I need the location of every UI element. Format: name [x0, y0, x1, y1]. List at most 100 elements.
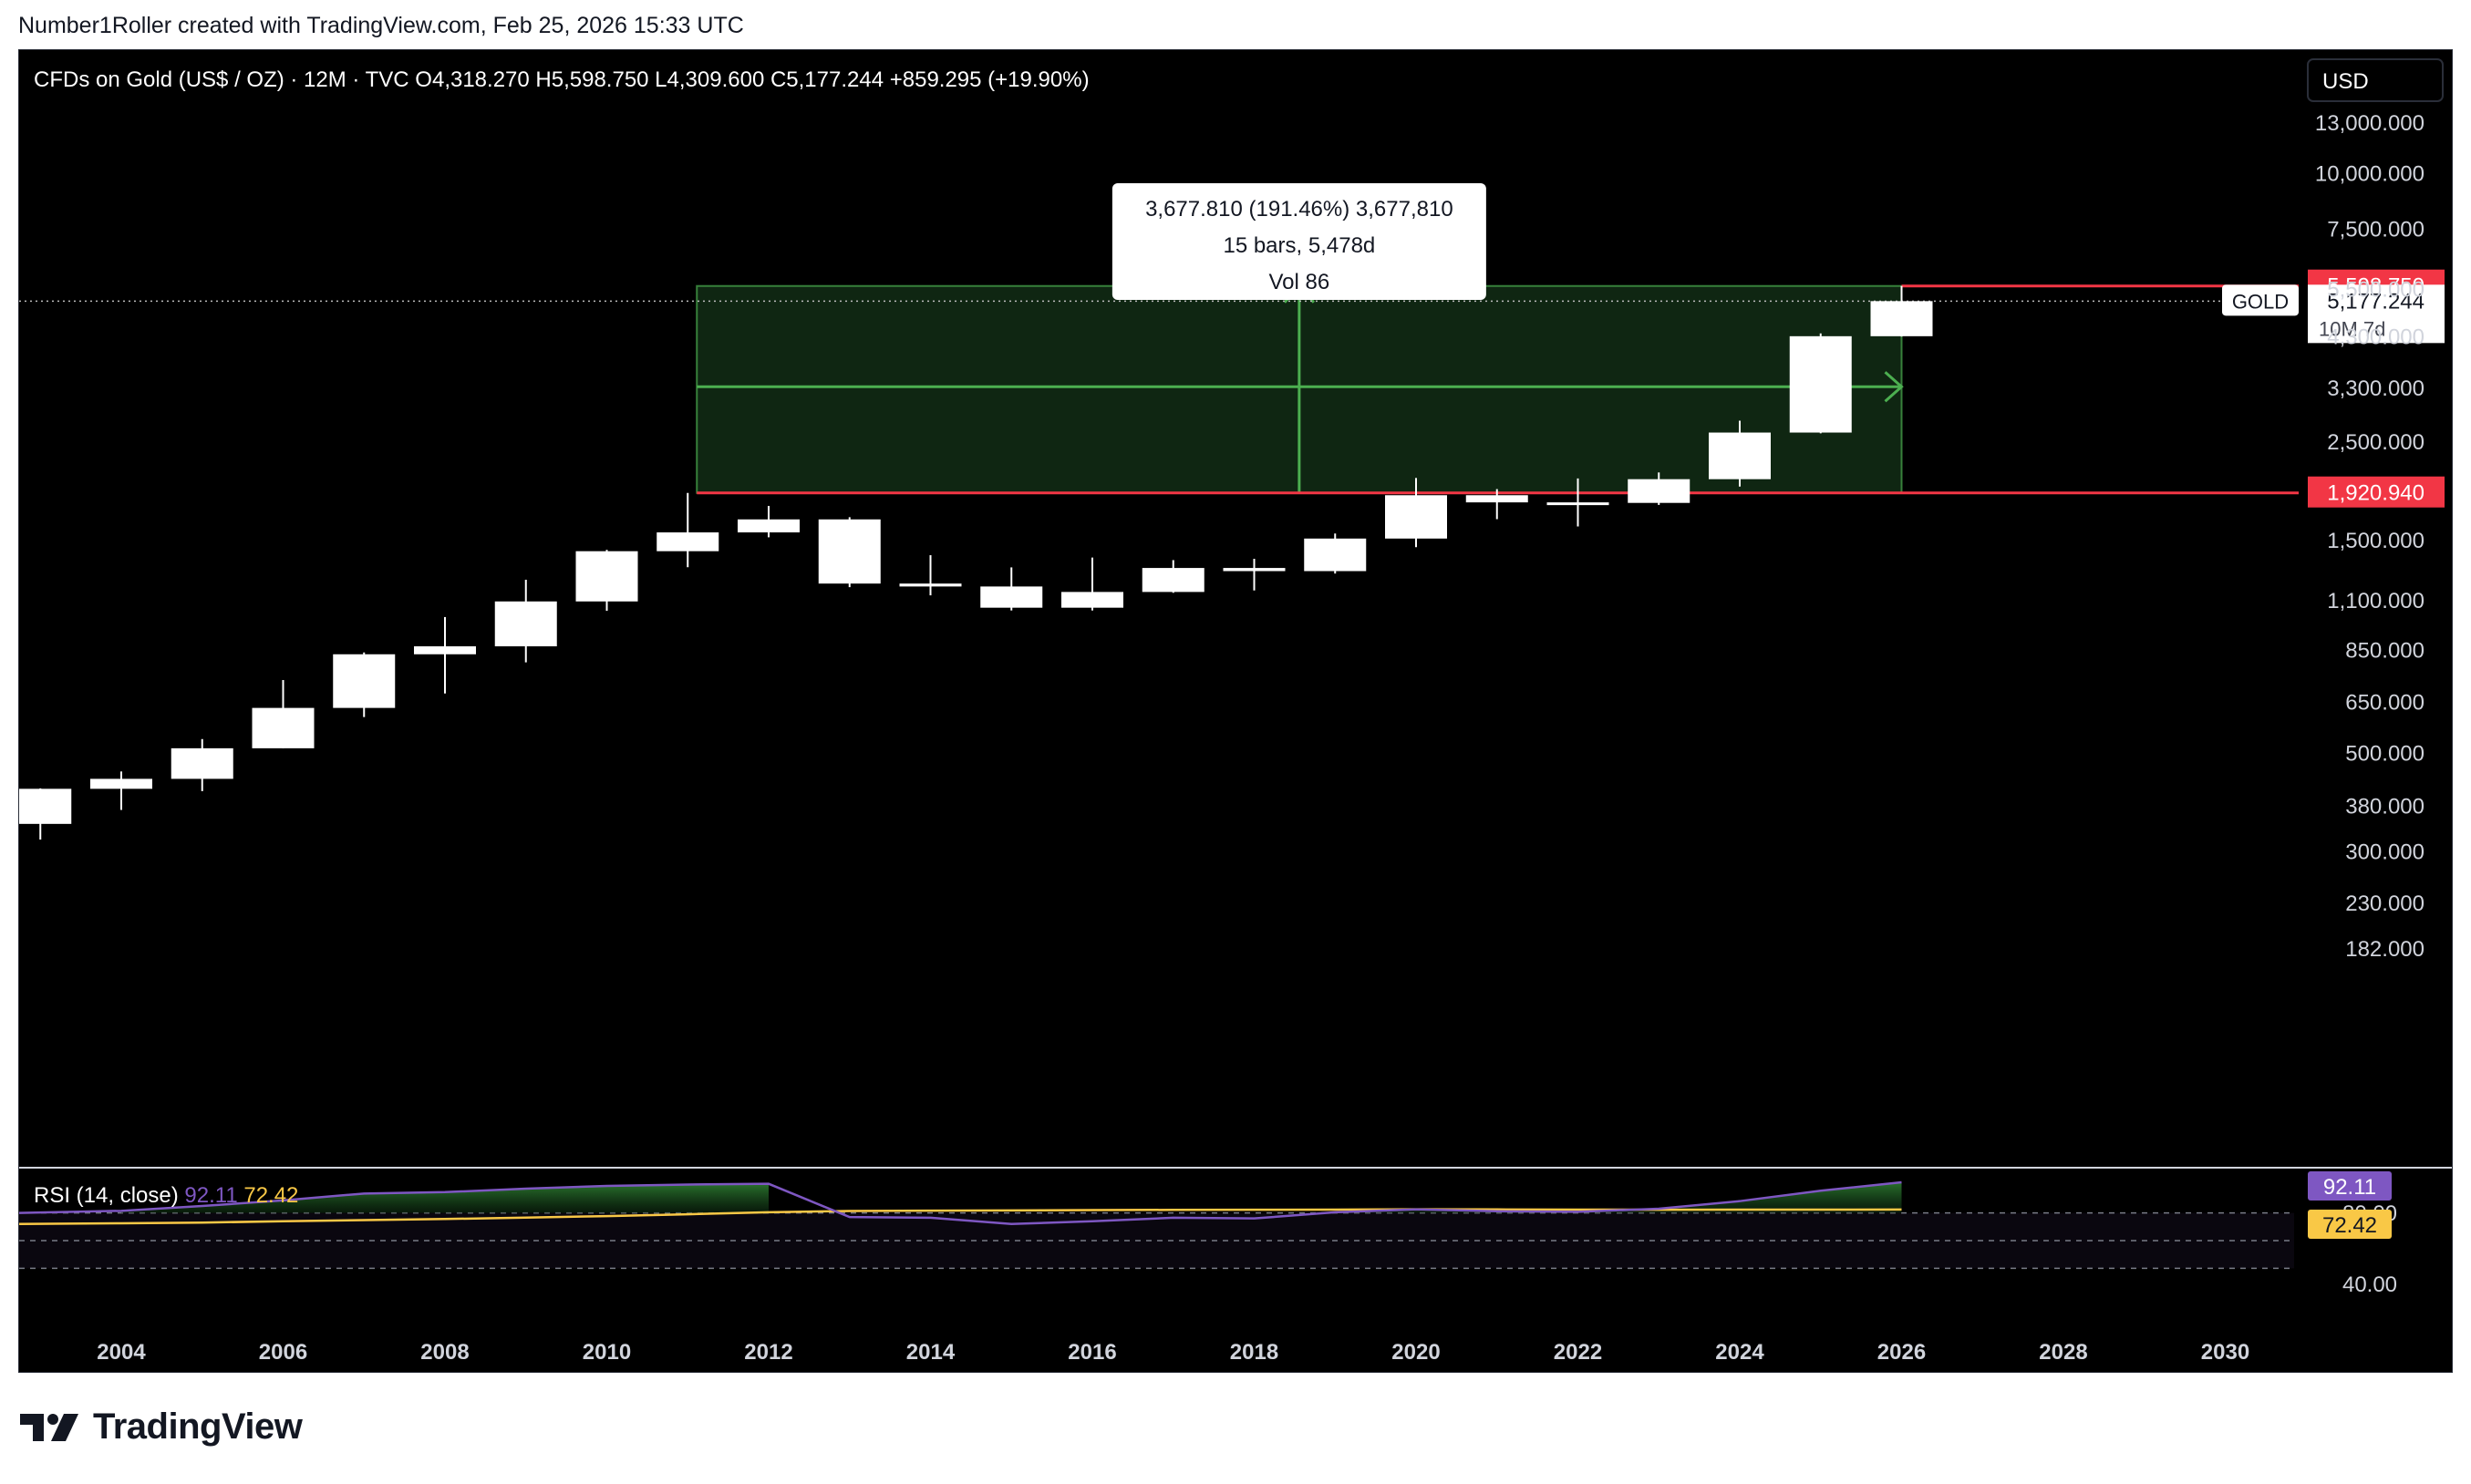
- candle[interactable]: [1628, 472, 1690, 505]
- x-tick-label: 2022: [1554, 1340, 1602, 1365]
- candle[interactable]: [414, 616, 476, 694]
- rsi-overbought-fill: [1335, 1181, 1902, 1213]
- x-tick-label: 2008: [420, 1340, 469, 1365]
- candle-body: [575, 551, 638, 602]
- y-tick-label: 380.000: [2345, 795, 2424, 819]
- y-tick-label: 1,500.000: [2327, 529, 2424, 553]
- y-tick-label: 650.000: [2345, 691, 2424, 716]
- y-tick-label: 2,500.000: [2327, 430, 2424, 455]
- x-tick-label: 2030: [2201, 1340, 2249, 1365]
- candle[interactable]: [171, 738, 233, 791]
- chart-attribution: Number1Roller created with TradingView.c…: [18, 13, 744, 38]
- measure-right-arrowhead: [1884, 371, 1904, 403]
- candle-body: [899, 583, 962, 587]
- x-tick-label: 2004: [97, 1340, 146, 1365]
- candle[interactable]: [1546, 478, 1609, 527]
- measure-info-line: Vol 86: [1269, 270, 1330, 294]
- rsi-legend-ma-value: 72.42: [243, 1183, 298, 1208]
- candle[interactable]: [1061, 557, 1123, 611]
- x-tick-label: 2024: [1715, 1340, 1764, 1365]
- measure-info-line: 15 bars, 5,478d: [1223, 233, 1375, 258]
- candle[interactable]: [1223, 559, 1286, 591]
- candle[interactable]: [738, 505, 800, 538]
- candle[interactable]: [1385, 478, 1447, 548]
- candle-body: [19, 788, 72, 824]
- rsi-tick-label: 40.00: [2342, 1273, 2397, 1297]
- candle-body: [1709, 432, 1771, 479]
- low-price-label: [2308, 476, 2445, 508]
- x-tick-label: 2018: [1230, 1340, 1278, 1365]
- y-tick-label: 182.000: [2345, 937, 2424, 962]
- candle[interactable]: [657, 492, 719, 568]
- y-tick-label: 5,500.000: [2327, 278, 2424, 303]
- bar-countdown-text: 10M 7d: [2319, 317, 2385, 340]
- x-tick-label: 2010: [583, 1340, 631, 1365]
- x-tick-label: 2020: [1391, 1340, 1440, 1365]
- candle[interactable]: [1789, 333, 1852, 434]
- candle[interactable]: [1709, 420, 1771, 487]
- y-tick-label: 7,500.000: [2327, 218, 2424, 242]
- candle-body: [738, 519, 800, 533]
- candle[interactable]: [1142, 560, 1204, 593]
- rsi-line: [19, 1180, 1902, 1226]
- candle-body: [1304, 538, 1367, 572]
- currency-button[interactable]: [2307, 58, 2444, 102]
- x-tick-label: 2012: [744, 1340, 792, 1365]
- y-tick-label: 500.000: [2345, 741, 2424, 766]
- candle-body: [1465, 495, 1528, 503]
- tradingview-logo-icon: [20, 1413, 78, 1441]
- tradingview-logo-text: TradingView: [93, 1407, 303, 1447]
- low-price-text: 1,920.940: [2327, 481, 2424, 506]
- candle-body: [252, 707, 315, 748]
- candle-body: [1061, 592, 1123, 608]
- candle[interactable]: [252, 680, 315, 748]
- x-tick-label: 2006: [259, 1340, 307, 1365]
- candle[interactable]: [19, 788, 72, 840]
- candle-body: [980, 586, 1043, 608]
- rsi-legend: RSI (14, close) 92.11 72.42: [34, 1183, 298, 1208]
- candle-body: [1223, 568, 1286, 572]
- measure-info-box: [1111, 183, 1486, 300]
- rsi-legend-value: 92.11: [184, 1183, 243, 1208]
- chart-frame[interactable]: 3,677.810 (191.46%) 3,677,810 15 bars, 5,…: [18, 49, 2453, 1373]
- candle[interactable]: [980, 567, 1043, 611]
- candle-body: [1628, 479, 1690, 503]
- y-tick-label: 850.000: [2345, 639, 2424, 664]
- symbol-tag: [2222, 284, 2299, 316]
- x-tick-label: 2016: [1068, 1340, 1116, 1365]
- tradingview-logo[interactable]: TradingView: [18, 1407, 303, 1448]
- x-tick-label: 2026: [1877, 1340, 1926, 1365]
- candle-body: [1142, 568, 1204, 593]
- candle-body: [657, 532, 719, 551]
- y-tick-label: 10,000.000: [2315, 162, 2424, 187]
- candle-body: [818, 519, 881, 584]
- candle[interactable]: [494, 580, 557, 663]
- y-tick-label: 1,100.000: [2327, 589, 2424, 613]
- candle[interactable]: [575, 550, 638, 612]
- candle[interactable]: [1304, 533, 1367, 574]
- candle-body: [333, 654, 396, 708]
- candle[interactable]: [90, 771, 152, 810]
- rsi-legend-title: RSI (14, close): [34, 1183, 184, 1208]
- candle-body: [1385, 495, 1447, 539]
- rsi-ma-line: [19, 1208, 1902, 1226]
- candle[interactable]: [899, 555, 962, 596]
- x-tick-label: 2028: [2039, 1340, 2087, 1365]
- y-tick-label: 3,300.000: [2327, 376, 2424, 401]
- last-price-label: [2308, 284, 2445, 344]
- last-price-text: 5,177.244: [2327, 289, 2424, 314]
- y-tick-label: 230.000: [2345, 891, 2424, 916]
- chart-canvas[interactable]: 3,677.810 (191.46%) 3,677,810 15 bars, 5,…: [19, 50, 2452, 1372]
- candle[interactable]: [333, 652, 396, 717]
- candle[interactable]: [818, 517, 881, 588]
- candle[interactable]: [1465, 489, 1528, 520]
- currency-button-label[interactable]: USD: [2322, 69, 2369, 94]
- symbol-tag-text: GOLD: [2232, 290, 2289, 313]
- y-tick-label: 4,300.000: [2327, 325, 2424, 350]
- measure-info-line: 3,677.810 (191.46%) 3,677,810: [1145, 197, 1453, 222]
- y-tick-label: 13,000.000: [2315, 111, 2424, 136]
- y-tick-label: 300.000: [2345, 840, 2424, 865]
- rsi-value-text: 92.11: [2323, 1175, 2376, 1200]
- rsi-value-label: [2308, 1171, 2392, 1201]
- candle[interactable]: [1870, 285, 1933, 337]
